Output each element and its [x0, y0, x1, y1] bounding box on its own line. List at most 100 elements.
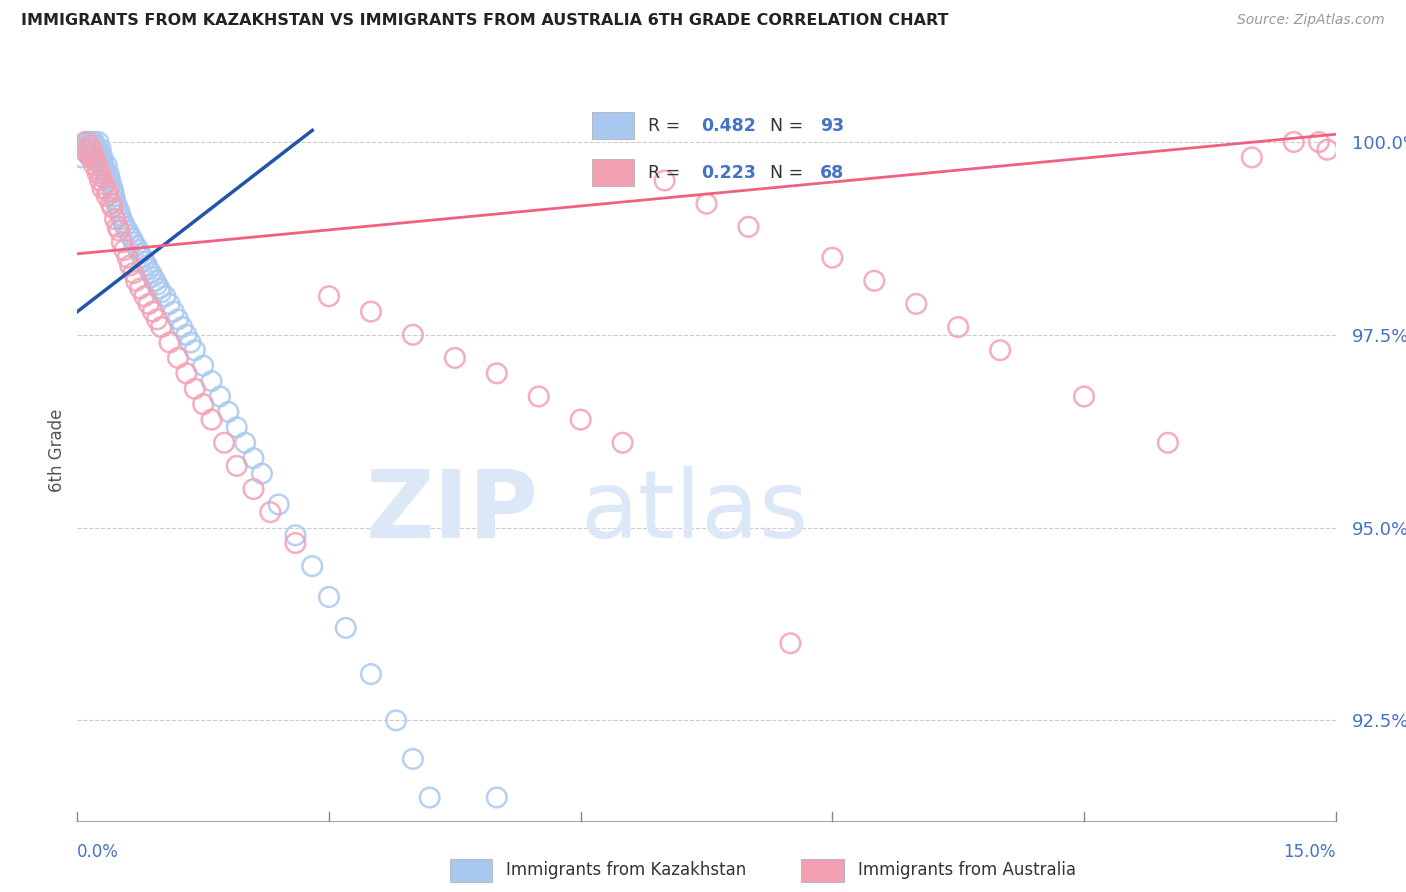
Point: [100, 178, 122, 192]
Point: [988, 343, 1011, 358]
Y-axis label: 6th Grade: 6th Grade: [48, 409, 66, 492]
Text: R =: R =: [648, 117, 686, 135]
Point: [176, 327, 198, 342]
Point: [284, 528, 307, 542]
Text: 0.482: 0.482: [702, 117, 756, 135]
Point: [150, 285, 173, 300]
Point: [143, 274, 166, 288]
Point: [191, 397, 215, 411]
Point: [118, 227, 141, 242]
Point: [142, 304, 165, 318]
Point: [1282, 135, 1305, 149]
Point: [128, 243, 150, 257]
Point: [80, 150, 103, 164]
Point: [103, 185, 125, 199]
Point: [155, 289, 177, 303]
Point: [104, 193, 127, 207]
Point: [419, 790, 441, 805]
Point: [184, 382, 207, 396]
Text: 15.0%: 15.0%: [1284, 843, 1336, 861]
Point: [76, 146, 98, 161]
Point: [485, 790, 508, 805]
Point: [167, 351, 190, 365]
Point: [91, 150, 114, 164]
Point: [301, 559, 323, 574]
Text: N =: N =: [769, 164, 808, 182]
Point: [122, 235, 145, 250]
Point: [82, 146, 104, 161]
Point: [98, 173, 121, 187]
Point: [79, 138, 101, 153]
Point: [83, 158, 105, 172]
Point: [138, 297, 160, 311]
Point: [180, 335, 202, 350]
Point: [79, 150, 101, 164]
Point: [569, 412, 592, 426]
Point: [948, 320, 970, 334]
Point: [200, 412, 222, 426]
Point: [108, 208, 131, 222]
Point: [159, 335, 181, 350]
Text: Immigrants from Australia: Immigrants from Australia: [858, 861, 1076, 879]
Point: [84, 154, 107, 169]
Point: [107, 201, 129, 215]
Point: [318, 289, 340, 303]
Point: [120, 258, 142, 272]
Point: [654, 173, 676, 187]
Point: [76, 135, 98, 149]
Text: Source: ZipAtlas.com: Source: ZipAtlas.com: [1237, 13, 1385, 28]
Point: [172, 320, 194, 334]
Point: [117, 224, 139, 238]
Point: [96, 189, 118, 203]
Point: [89, 173, 111, 187]
Point: [82, 135, 104, 149]
Point: [77, 143, 100, 157]
Point: [79, 135, 101, 149]
Point: [86, 146, 108, 161]
Point: [87, 154, 110, 169]
Point: [101, 181, 124, 195]
Point: [779, 636, 801, 650]
Point: [104, 212, 127, 227]
Point: [86, 150, 108, 164]
Point: [134, 289, 156, 303]
Point: [82, 143, 104, 157]
Point: [87, 161, 110, 176]
Point: [129, 247, 152, 261]
Point: [159, 297, 181, 311]
Point: [104, 196, 127, 211]
Point: [335, 621, 357, 635]
Point: [73, 143, 96, 157]
Point: [242, 451, 264, 466]
Point: [75, 138, 97, 153]
Point: [107, 219, 129, 234]
Text: 68: 68: [820, 164, 844, 182]
Point: [70, 150, 93, 164]
Point: [93, 161, 115, 176]
Point: [402, 752, 425, 766]
Point: [225, 420, 247, 434]
Point: [129, 281, 152, 295]
Bar: [450, 859, 492, 882]
Point: [612, 435, 634, 450]
Bar: [592, 112, 634, 139]
Point: [141, 266, 163, 280]
Point: [97, 185, 120, 199]
Point: [485, 367, 508, 381]
Point: [75, 135, 97, 149]
Point: [191, 359, 215, 373]
Point: [83, 135, 105, 149]
Point: [250, 467, 273, 481]
Point: [737, 219, 759, 234]
Point: [111, 235, 134, 250]
Point: [318, 590, 340, 604]
Point: [1157, 435, 1180, 450]
Point: [150, 320, 173, 334]
Point: [138, 262, 160, 277]
Point: [90, 169, 112, 184]
Point: [184, 343, 207, 358]
Point: [77, 138, 100, 153]
Point: [527, 389, 550, 403]
Text: ZIP: ZIP: [366, 467, 538, 558]
Point: [1316, 143, 1339, 157]
